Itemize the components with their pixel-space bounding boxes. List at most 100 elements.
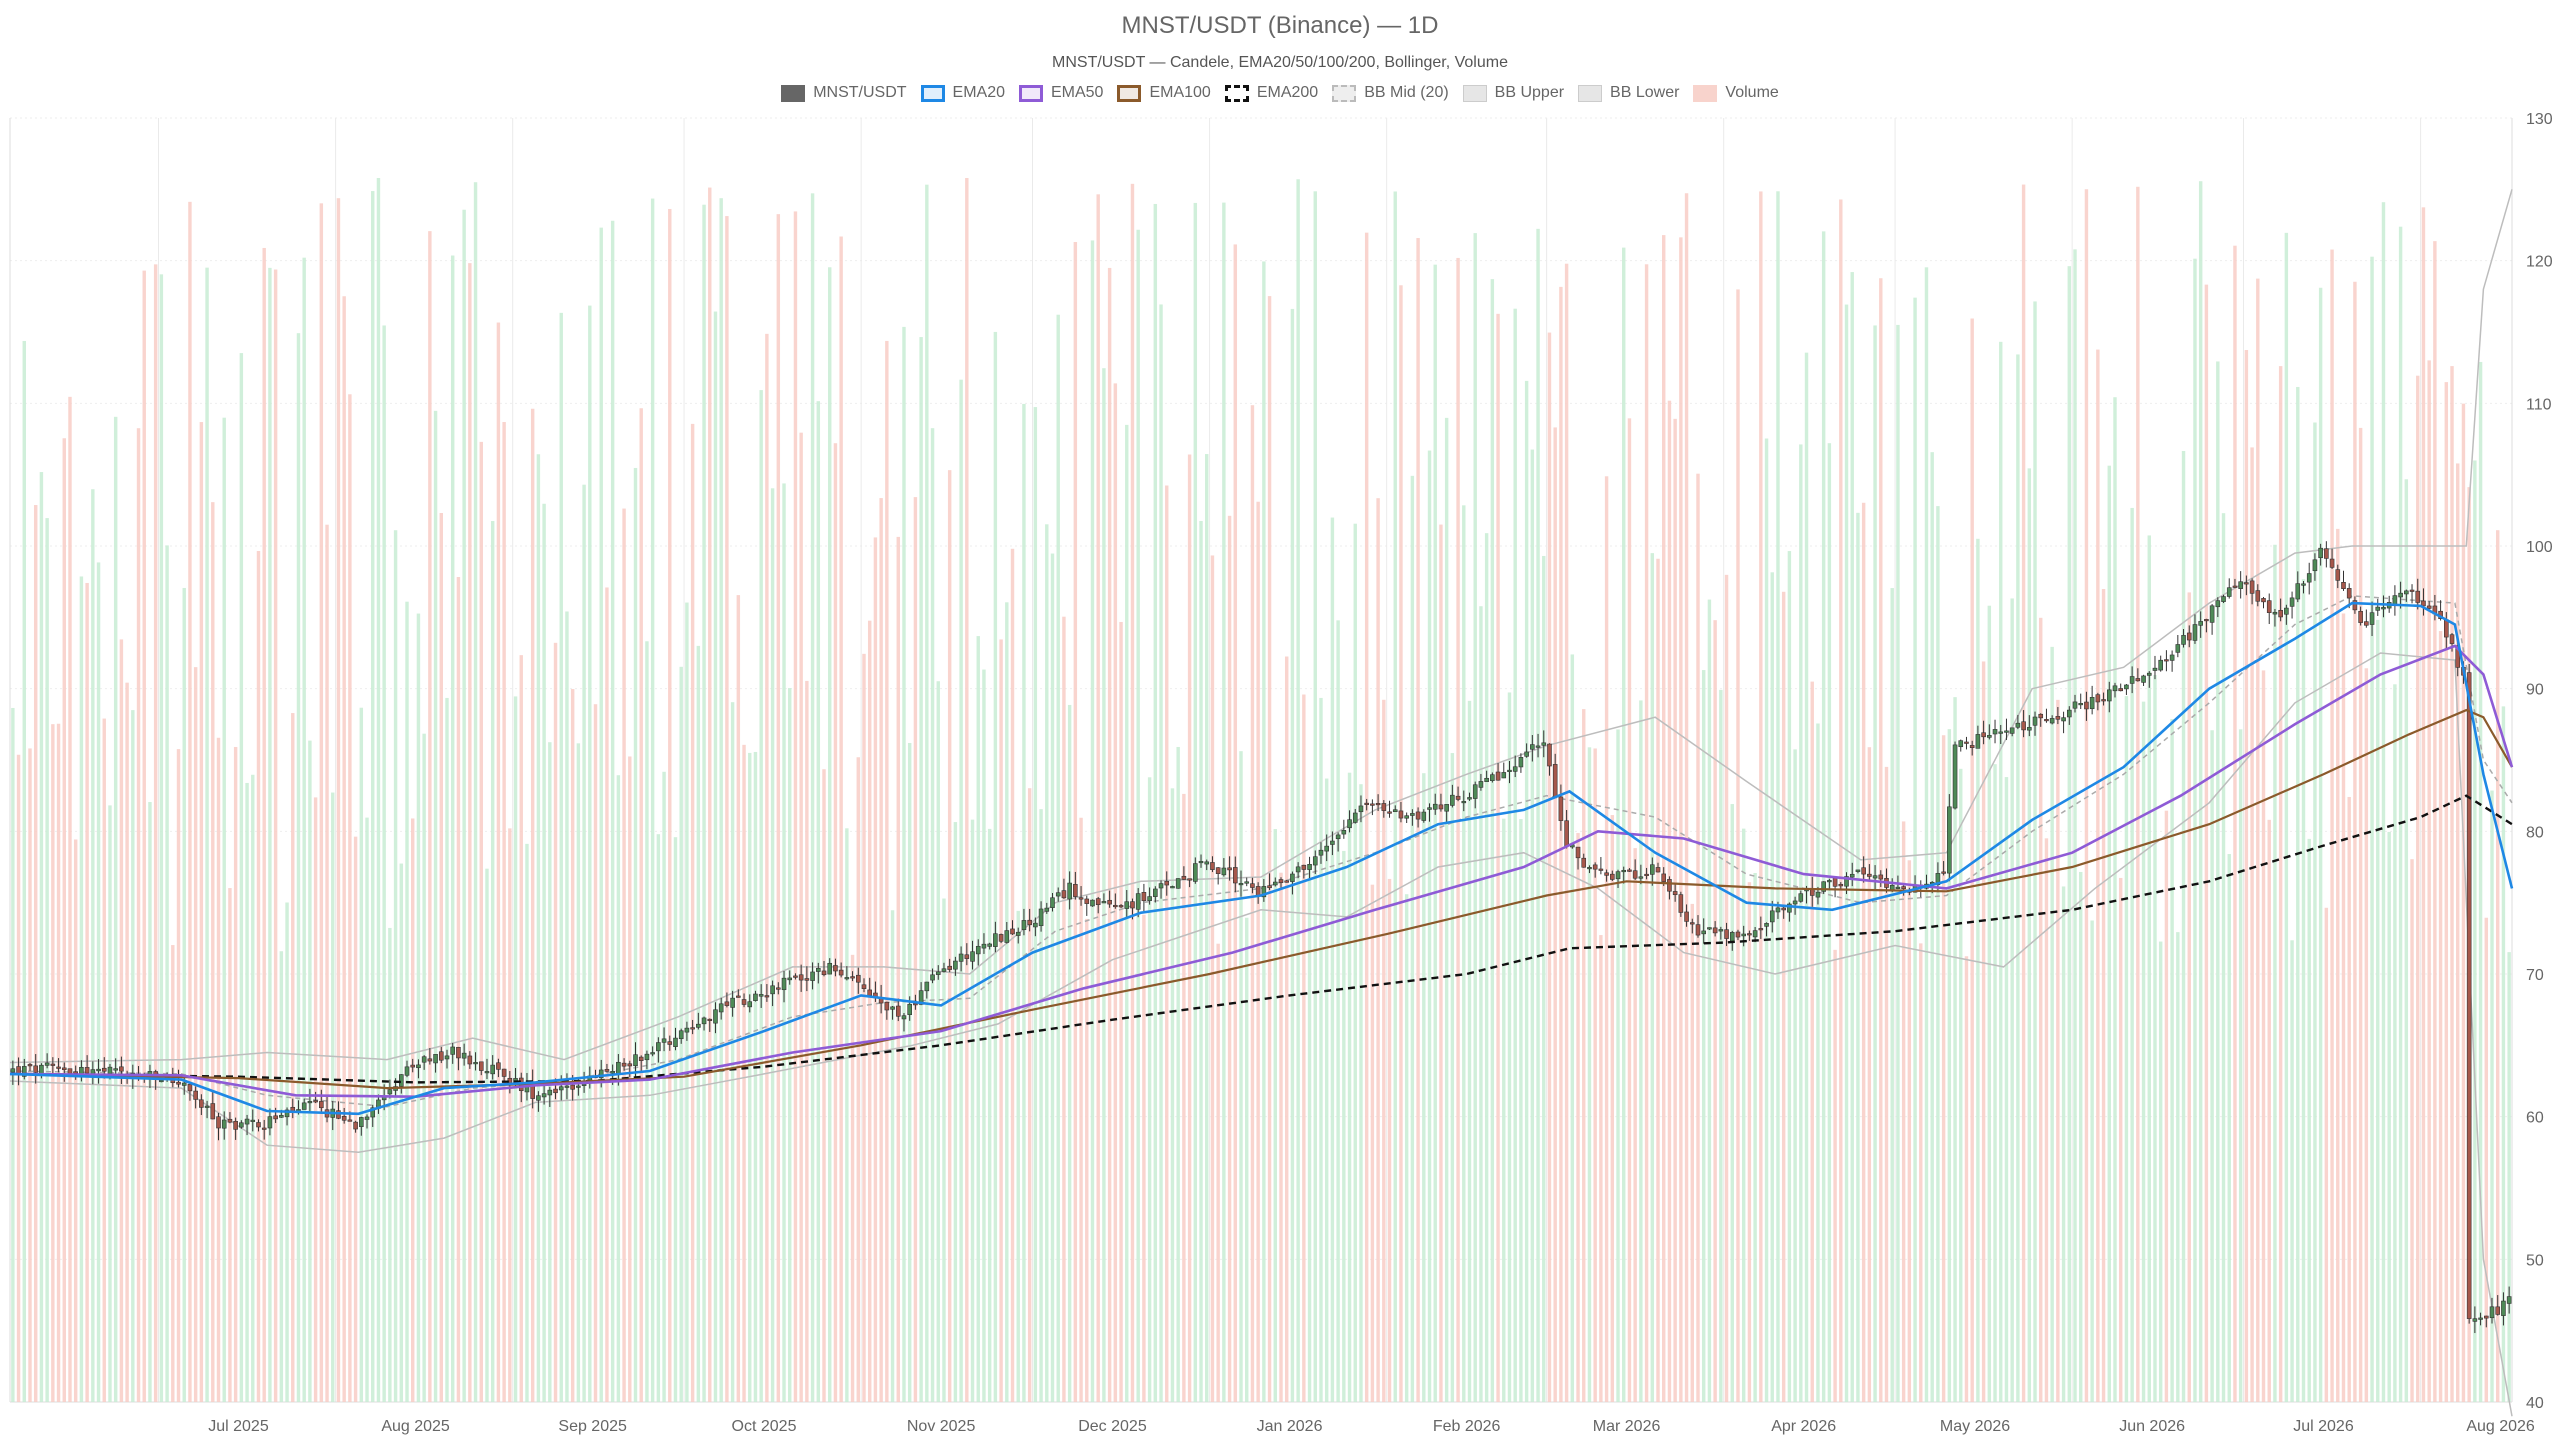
legend-item[interactable]: BB Lower xyxy=(1578,84,1679,102)
volume-bar xyxy=(1233,244,1238,1402)
volume-bar xyxy=(502,422,506,1403)
volume-bar xyxy=(1507,692,1512,1402)
candle-body xyxy=(1987,735,1992,738)
legend-swatch xyxy=(1693,84,1718,102)
candle-body xyxy=(2129,676,2135,684)
candle-body xyxy=(1707,927,1712,930)
candle-body xyxy=(1278,879,1284,883)
volume-bar xyxy=(902,326,906,1403)
candle-body xyxy=(598,1069,604,1079)
volume-bar xyxy=(2478,361,2483,1402)
legend-item[interactable]: EMA100 xyxy=(1117,84,1211,102)
volume-bar xyxy=(2198,181,2203,1403)
volume-bar xyxy=(2141,701,2146,1402)
candle-body xyxy=(1849,873,1855,878)
candle-body xyxy=(347,1119,353,1122)
candle-body xyxy=(770,985,775,995)
legend-item[interactable]: EMA20 xyxy=(920,84,1005,102)
x-tick-label: Aug 2025 xyxy=(381,1418,450,1435)
candle-body xyxy=(861,984,867,989)
candle-body xyxy=(2266,600,2272,613)
candle-body xyxy=(1769,910,1775,923)
candle-body xyxy=(558,1086,564,1091)
candle-body xyxy=(1975,734,1981,749)
candle-body xyxy=(2146,672,2152,676)
volume-bar xyxy=(1170,788,1175,1402)
volume-bar xyxy=(1547,332,1552,1402)
volume-bar xyxy=(2176,932,2180,1402)
candle-body xyxy=(701,1017,707,1025)
candle-body xyxy=(1964,741,1969,744)
volume-bar xyxy=(1667,400,1672,1402)
legend-item[interactable]: EMA50 xyxy=(1018,84,1103,102)
candle-body xyxy=(461,1052,467,1059)
volume-bar xyxy=(1867,747,1872,1402)
volume-bar xyxy=(188,201,192,1402)
candle-body xyxy=(2398,592,2403,598)
candle-body xyxy=(1221,867,1227,876)
candle-body xyxy=(96,1068,101,1072)
volume-bar xyxy=(2318,287,2323,1402)
legend-swatch xyxy=(1578,84,1603,102)
volume-bar xyxy=(79,576,84,1402)
volume-bar xyxy=(148,802,152,1402)
candle-body xyxy=(1210,862,1215,870)
candle-body xyxy=(2112,685,2118,692)
legend-item[interactable]: MNST/USDT xyxy=(781,84,907,102)
volume-bar xyxy=(953,822,958,1402)
candle-body xyxy=(1187,878,1192,881)
candle-body xyxy=(753,993,758,1001)
ema-line-ema20 xyxy=(9,601,2514,1116)
volume-bar xyxy=(1199,520,1203,1402)
volume-bar xyxy=(1370,884,1375,1402)
candle-body xyxy=(2352,600,2358,611)
volume-bar xyxy=(2238,729,2243,1402)
volume-bar xyxy=(262,247,266,1402)
volume-bar xyxy=(1953,697,1957,1402)
volume-bar xyxy=(331,792,335,1402)
candle-body xyxy=(210,1103,216,1120)
legend-item[interactable]: Volume xyxy=(1693,84,1779,102)
volume-bar xyxy=(1701,670,1706,1402)
volume-bar xyxy=(2341,613,2346,1402)
candle-body xyxy=(638,1056,644,1061)
volume-bar xyxy=(1119,621,1123,1402)
y-tick-label: 100 xyxy=(2526,539,2553,556)
candle-body xyxy=(2278,609,2283,618)
candle-body xyxy=(2021,721,2026,731)
candle-body xyxy=(1878,874,1884,880)
legend-item[interactable]: BB Upper xyxy=(1462,84,1564,102)
volume-bar xyxy=(1981,661,1986,1402)
ema-line-ema200 xyxy=(9,794,2513,1084)
candle-body xyxy=(1101,901,1107,904)
candle-body xyxy=(1301,864,1307,870)
candle-body xyxy=(2118,688,2124,692)
volume-bar xyxy=(2147,535,2151,1402)
legend-item[interactable]: BB Mid (20) xyxy=(1332,84,1449,102)
candle-body xyxy=(1444,804,1449,812)
legend-item[interactable]: EMA200 xyxy=(1224,84,1318,102)
candle-body xyxy=(1610,873,1615,880)
candle-body xyxy=(724,1001,730,1006)
candle-body xyxy=(2381,607,2386,610)
volume-bar xyxy=(1045,524,1049,1402)
volume-bar xyxy=(399,863,404,1402)
candle-body xyxy=(2472,1318,2478,1322)
volume-bar xyxy=(279,951,284,1402)
volume-bar xyxy=(2433,241,2437,1402)
volume-bar xyxy=(2107,465,2111,1403)
candle-body xyxy=(1095,898,1101,906)
candle-body xyxy=(2392,595,2398,605)
candle-body xyxy=(2244,582,2249,585)
volume-bar xyxy=(1519,819,1523,1402)
candle-body xyxy=(2135,678,2141,682)
volume-bar xyxy=(1444,417,1449,1403)
candle-body xyxy=(1193,863,1198,882)
candle-body xyxy=(119,1066,124,1072)
volume-bar xyxy=(1759,191,1763,1402)
volume-bar xyxy=(2438,631,2443,1402)
candle-body xyxy=(975,945,981,955)
candle-body xyxy=(1318,849,1324,856)
volume-bar xyxy=(1582,709,1586,1402)
volume-bar xyxy=(930,428,935,1402)
